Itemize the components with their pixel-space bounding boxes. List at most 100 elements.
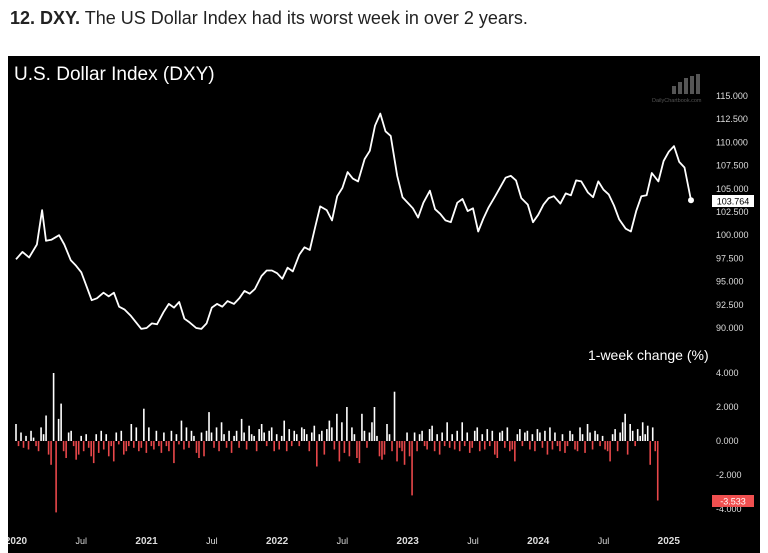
change-bar <box>183 441 185 450</box>
change-bar <box>313 425 316 441</box>
change-bar <box>466 432 469 441</box>
change-bar <box>233 435 235 441</box>
change-bar <box>639 435 641 441</box>
change-bar <box>72 441 75 447</box>
x-axis: 2020 Jul 2021 Jul 2022 Jul 2023 Jul 2024 Jul 2025 <box>8 536 680 547</box>
change-bar <box>22 441 25 448</box>
change-bar <box>308 441 311 452</box>
change-bar <box>40 427 42 441</box>
change-bar <box>621 422 624 441</box>
last-price-label: 103.764 <box>717 197 750 207</box>
change-bar <box>50 441 52 465</box>
change-bar <box>381 441 383 460</box>
change-bar <box>486 429 489 441</box>
change-bar <box>97 441 100 453</box>
change-bar <box>604 441 606 450</box>
price-y-tick-label: 97.500 <box>716 253 744 263</box>
change-bar <box>27 441 30 450</box>
change-bar <box>499 432 501 441</box>
change-bar <box>463 441 466 447</box>
change-bar <box>87 441 90 448</box>
change-bar <box>185 427 188 441</box>
change-bar <box>60 403 62 441</box>
change-bar <box>253 435 255 441</box>
change-bar <box>95 434 98 441</box>
change-bar <box>263 432 265 441</box>
change-bar <box>609 441 611 462</box>
change-bar <box>165 441 168 447</box>
change-bar <box>273 441 275 452</box>
change-bar <box>488 441 491 447</box>
change-bar <box>135 427 138 441</box>
change-y-tick-label: 4.000 <box>716 368 739 378</box>
change-bar <box>406 432 408 441</box>
change-bar <box>341 422 343 441</box>
change-bar <box>544 430 546 441</box>
change-bar <box>115 432 118 441</box>
price-y-tick-label: 102.500 <box>716 207 749 217</box>
change-bar <box>656 441 659 501</box>
change-bar <box>195 441 198 453</box>
change-bar <box>145 441 148 453</box>
change-bar <box>303 429 306 441</box>
change-bar <box>451 434 453 441</box>
change-bar <box>138 441 140 452</box>
change-bar <box>468 441 471 453</box>
change-bar <box>396 441 398 462</box>
change-bar <box>363 430 366 441</box>
change-bar <box>584 441 586 453</box>
change-bar <box>125 441 128 452</box>
change-bar <box>366 441 368 448</box>
change-bar <box>238 441 240 448</box>
change-bar <box>423 441 426 447</box>
change-bar <box>561 434 564 441</box>
change-bar <box>110 441 113 447</box>
change-bar <box>218 441 220 452</box>
change-bar <box>566 441 569 447</box>
change-bar <box>133 441 135 448</box>
change-bar <box>478 441 481 452</box>
price-y-tick-label: 107.500 <box>716 161 749 171</box>
change-bar <box>401 441 403 452</box>
headline: 12. DXY. The US Dollar Index had its wor… <box>10 8 528 29</box>
change-bar <box>559 441 561 452</box>
x-tick-label: 2023 <box>397 536 420 547</box>
change-bar <box>496 441 499 458</box>
change-chart-title: 1-week change (%) <box>588 347 709 363</box>
change-bar <box>100 430 103 441</box>
change-bar <box>228 430 230 441</box>
last-price-label-bg <box>712 195 754 207</box>
change-bar <box>646 425 649 441</box>
change-bar <box>388 434 391 441</box>
x-tick-label: Jul <box>76 536 88 546</box>
change-bar <box>511 441 514 450</box>
last-change-label: -3.533 <box>720 497 746 507</box>
change-bar <box>122 441 125 455</box>
change-bar <box>356 441 358 458</box>
change-bar <box>348 441 351 457</box>
change-bar <box>150 441 153 447</box>
change-bar <box>105 434 108 441</box>
change-bar <box>576 441 579 452</box>
change-bar <box>564 441 566 453</box>
change-bar <box>220 422 223 441</box>
change-bar <box>140 441 143 448</box>
change-bar <box>155 430 158 441</box>
change-bar <box>601 435 604 441</box>
change-bar <box>205 430 208 441</box>
change-bar <box>426 441 428 450</box>
change-bar <box>574 441 576 450</box>
change-bar <box>493 441 496 455</box>
change-bar <box>521 441 524 447</box>
change-bar <box>193 435 195 441</box>
change-bar <box>336 413 338 441</box>
change-bar <box>516 434 519 441</box>
change-bar <box>240 418 243 441</box>
change-bar <box>107 441 110 457</box>
price-y-tick-label: 115.000 <box>716 91 748 101</box>
change-bar <box>534 441 536 452</box>
price-line <box>15 112 692 330</box>
change-bar <box>471 441 474 448</box>
change-bar <box>210 432 213 441</box>
change-bar <box>128 441 130 447</box>
